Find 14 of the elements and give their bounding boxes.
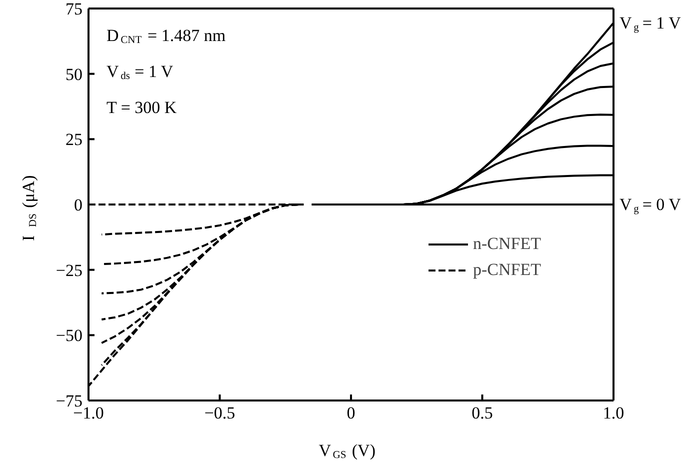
y-tick-label: 75 — [66, 0, 82, 18]
x-tick-label: 0 — [346, 404, 356, 422]
x-tick-label: 0.5 — [472, 404, 493, 422]
legend-label: p-CNFET — [473, 260, 541, 280]
y-axis-title: IDS (μA) — [19, 175, 39, 242]
y-tick-label: 50 — [66, 64, 82, 84]
y-tick-label: 0 — [74, 196, 82, 214]
y-tick-label: −50 — [56, 326, 83, 346]
x-tick-label: −0.5 — [204, 404, 236, 422]
y-tick-label: −25 — [56, 260, 83, 280]
y-tick-label: 25 — [66, 130, 82, 150]
annotation: T = 300 K — [106, 98, 178, 117]
x-tick-label: 1.0 — [602, 404, 624, 422]
legend-label: n-CNFET — [473, 234, 541, 254]
